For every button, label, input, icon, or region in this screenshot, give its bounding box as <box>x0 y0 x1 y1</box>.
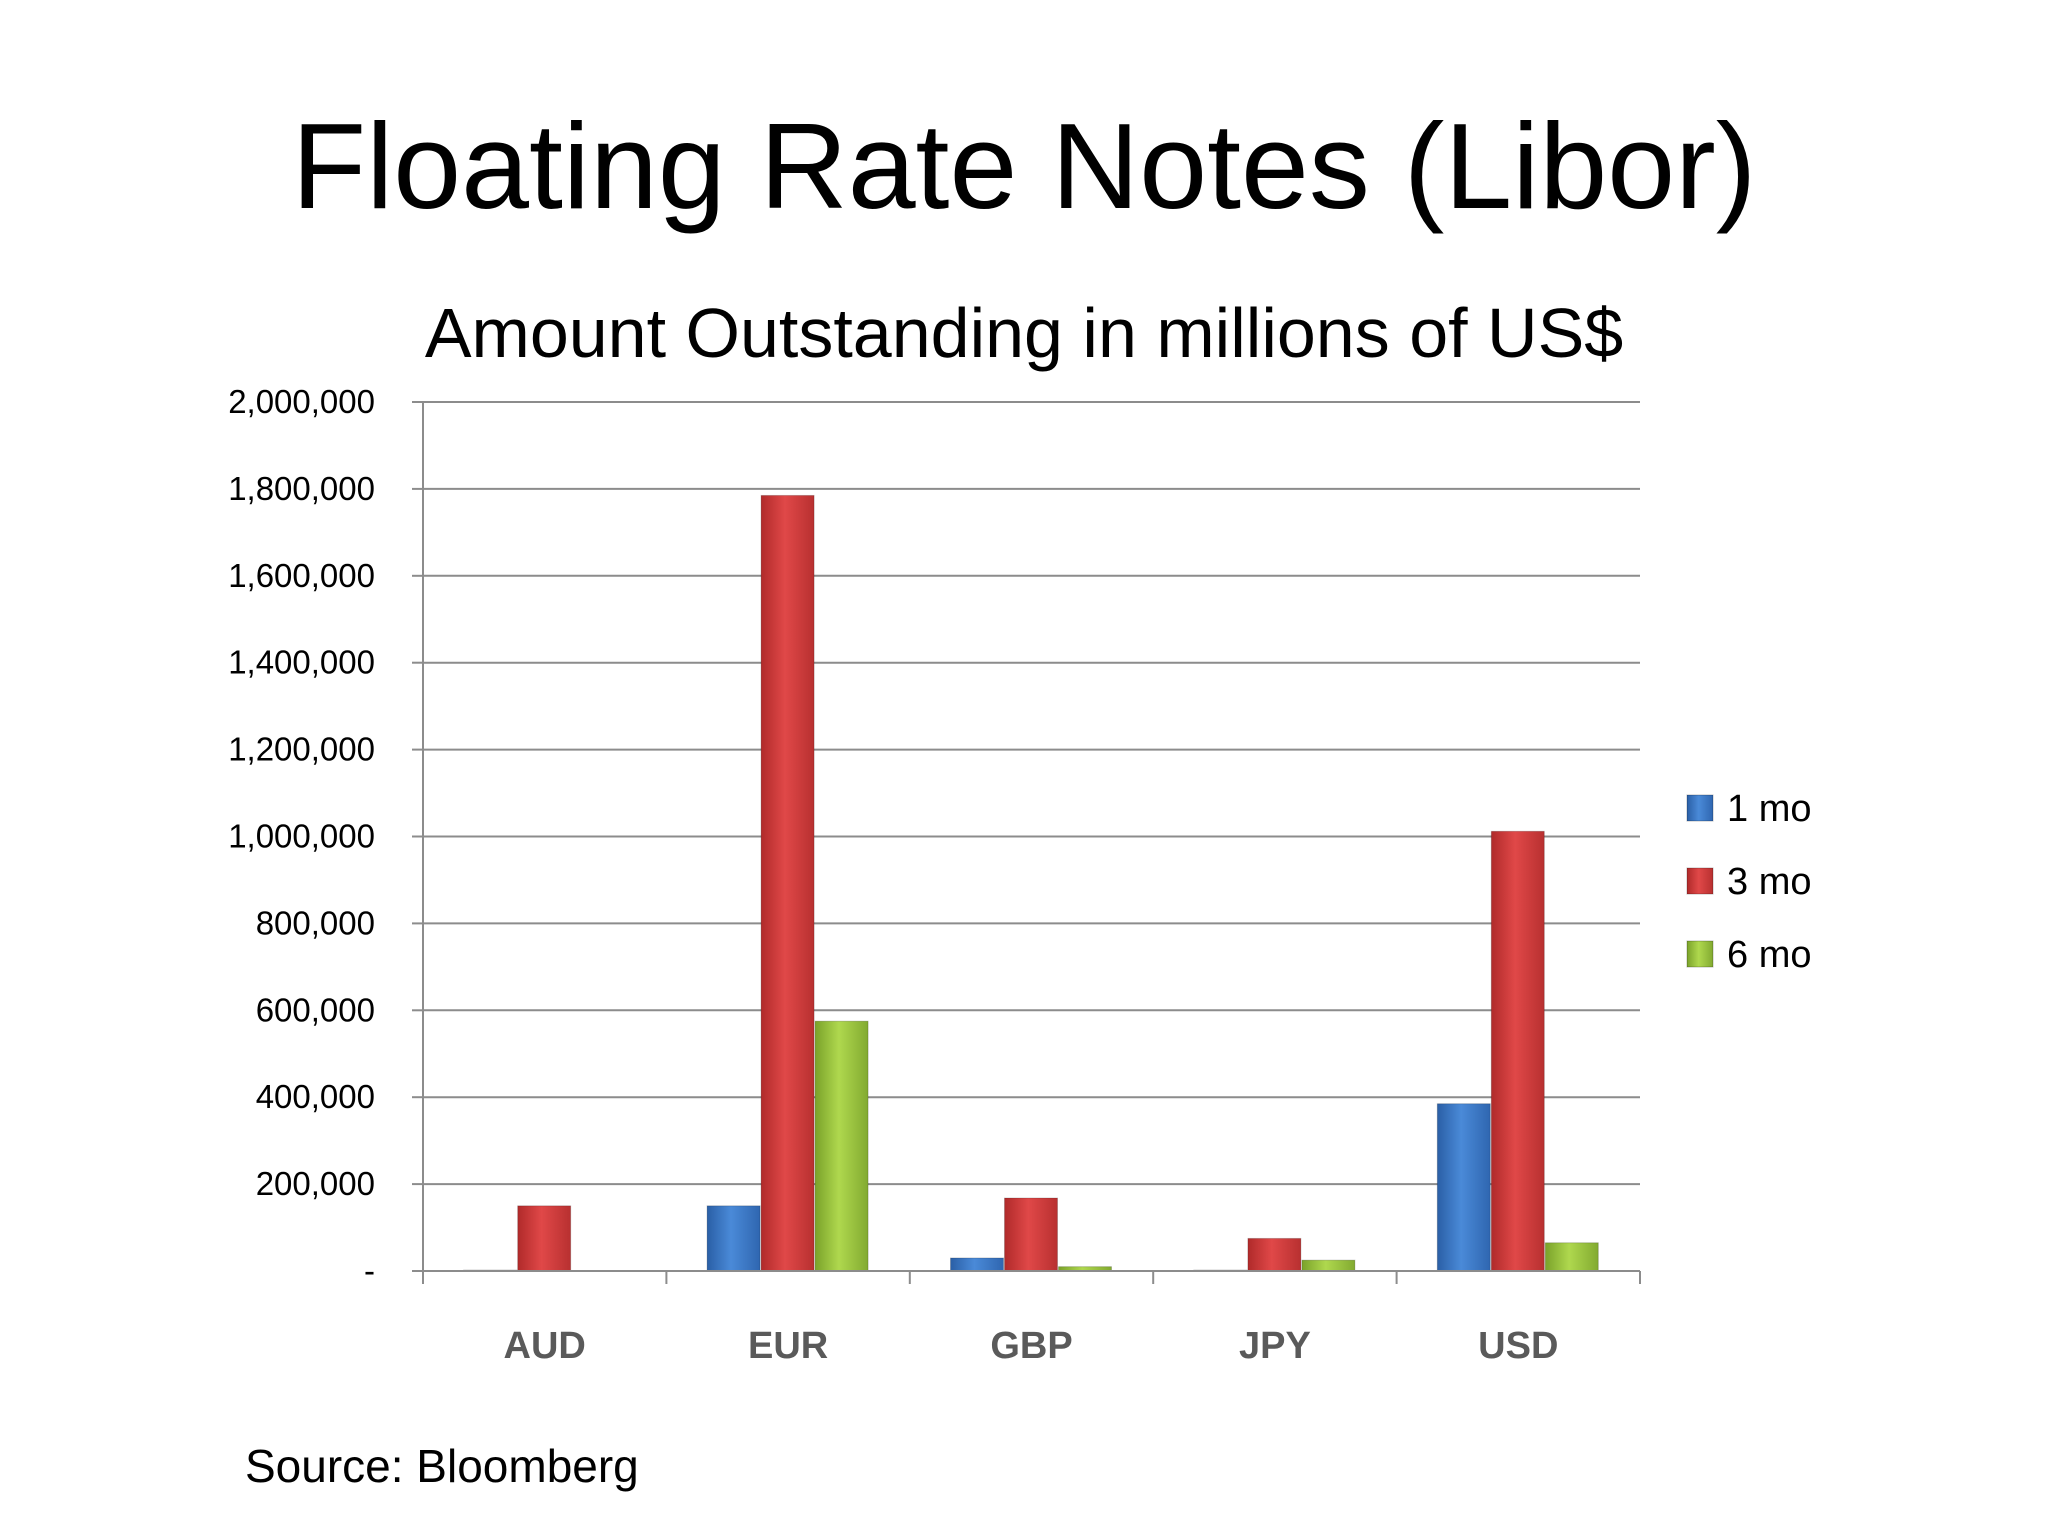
bar-3-mo-aud <box>517 1205 572 1272</box>
bar-3-mo-eur <box>760 494 815 1272</box>
y-tick-label: 1,800,000 <box>228 470 375 507</box>
y-tick-label: 200,000 <box>256 1165 375 1202</box>
x-tick-label: GBP <box>990 1325 1072 1367</box>
y-tick-label: 800,000 <box>256 904 375 941</box>
legend-swatch <box>1686 794 1714 822</box>
bar-3-mo-gbp <box>1004 1197 1058 1272</box>
y-tick-label: 1,000,000 <box>228 818 375 855</box>
y-tick-label: - <box>364 1252 375 1289</box>
x-tick-label: USD <box>1478 1325 1558 1367</box>
bar-3-mo-jpy <box>1247 1237 1302 1272</box>
bar-6-mo-usd <box>1544 1242 1599 1272</box>
slide-title: Floating Rate Notes (Libor) <box>291 98 1757 234</box>
chart-title: Amount Outstanding in millions of US$ <box>424 294 1624 372</box>
bar-3-mo-usd <box>1490 830 1545 1272</box>
legend-label: 6 mo <box>1727 934 1811 976</box>
bar-6-mo-jpy <box>1301 1259 1356 1272</box>
x-tick-label: JPY <box>1239 1325 1311 1367</box>
y-tick-label: 1,400,000 <box>228 644 375 681</box>
legend-swatch <box>1686 867 1714 895</box>
legend-swatch <box>1686 940 1714 968</box>
bar-6-mo-eur <box>814 1020 869 1272</box>
legend-label: 1 mo <box>1727 788 1811 830</box>
source-note: Source: Bloomberg <box>245 1440 639 1492</box>
y-tick-label: 1,200,000 <box>228 731 375 768</box>
y-tick-label: 600,000 <box>256 991 375 1028</box>
bar-1-mo-gbp <box>950 1257 1004 1272</box>
bar-1-mo-usd <box>1436 1103 1491 1272</box>
x-tick-label: AUD <box>504 1325 586 1367</box>
y-tick-label: 400,000 <box>256 1078 375 1115</box>
y-tick-label: 2,000,000 <box>228 383 375 420</box>
y-tick-label: 1,600,000 <box>228 557 375 594</box>
bar-1-mo-eur <box>706 1205 761 1272</box>
x-tick-label: EUR <box>748 1325 828 1367</box>
legend-label: 3 mo <box>1727 861 1811 903</box>
